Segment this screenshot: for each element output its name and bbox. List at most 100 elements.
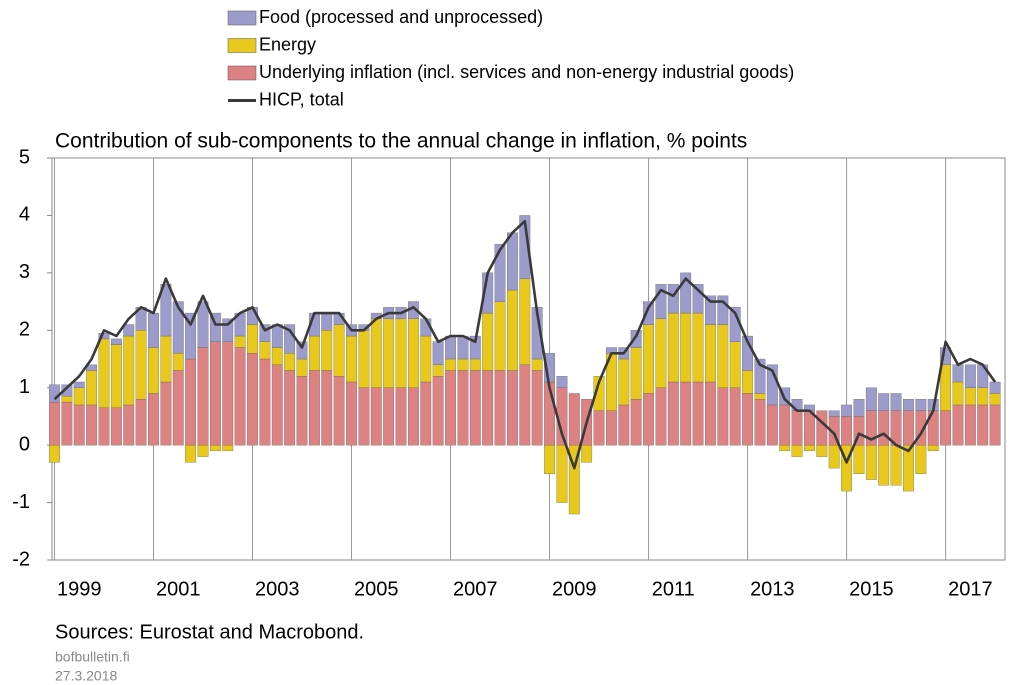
bar-segment [308,335,320,371]
bar-segment [383,318,395,388]
bar-segment [271,347,283,365]
bar-segment [667,381,679,446]
bar-segment [630,347,642,400]
bar-segment [507,289,518,371]
bar-segment [964,404,976,446]
bar-segment [296,358,308,377]
bar-segment [346,381,357,446]
x-tick-label: 2015 [849,578,894,600]
bar-segment [123,404,135,446]
bar-segment [841,404,852,417]
bar-segment [110,344,122,408]
bar-segment [630,330,642,348]
bar-segment [247,324,258,354]
bar-segment [445,335,456,360]
bar-segment [964,387,976,406]
bar-segment [222,444,234,452]
bar-segment [754,393,766,400]
bar-segment [160,284,172,337]
bar-segment [655,318,667,388]
bar-segment [222,341,234,446]
bar-segment [890,393,902,411]
bar-segment [494,243,506,302]
bar-segment [779,404,791,446]
bar-segment [445,358,456,371]
x-tick-label: 2011 [652,578,695,600]
x-tick-label: 2009 [552,578,597,600]
bar-segment [618,404,630,446]
bar-segment [742,393,753,446]
bar-segment [655,387,667,446]
bar-segment [927,444,939,452]
bar-segment [667,284,679,314]
bar-segment [964,364,976,388]
bar-segment [271,364,283,446]
bar-segment [717,324,729,388]
bar-segment [494,370,506,446]
bar-segment [531,370,543,446]
bar-segment [197,301,209,348]
bar-segment [160,381,172,446]
bar-segment [692,312,704,383]
bar-segment [61,396,73,403]
hicp-line [53,219,997,470]
bar-segment [779,444,791,452]
x-tick-label: 2003 [255,578,300,600]
bar-segment [148,347,159,394]
bar-segment [172,370,184,446]
bar-segment [457,358,469,371]
bar-segment [432,376,444,446]
bar-segment [370,387,382,446]
bar-segment [630,399,642,446]
bar-segment [643,393,654,446]
bar-segment [952,404,964,446]
bar-segment [507,232,518,291]
bar-segment [407,318,419,388]
bar-segment [135,330,147,400]
bar-segment [494,301,506,371]
bar-segment [160,335,172,383]
bar-segment [457,335,469,360]
bar-segment [977,404,989,446]
bar-segment [680,312,692,383]
bar-segment [98,407,110,446]
x-tick-label: 2007 [453,578,498,600]
bar-segment [754,358,766,394]
bar-segment [680,272,692,314]
bar-segment [593,410,605,446]
bar-segment [49,401,60,446]
bar-segment [705,324,716,383]
bar-segment [61,401,73,446]
bar-segment [791,410,803,446]
bar-segment [531,358,543,371]
y-tick-label: -1 [12,491,30,513]
bar-segment [667,312,679,383]
bar-segment [507,370,518,446]
bar-segment [61,384,73,397]
bar-segment [606,410,617,446]
bar-segment [816,410,828,446]
bar-segment [705,381,716,446]
bar-segment [259,341,271,360]
bar-segment [952,381,964,406]
bar-segment [123,324,135,337]
bar-segment [123,335,135,406]
bar-segment [333,324,345,377]
bar-segment [148,312,159,348]
bar-segment [915,399,927,411]
y-tick-label: 2 [19,319,30,341]
bar-segment [185,444,197,463]
bar-segment [804,444,815,452]
bar-segment [841,444,852,492]
bar-segment [321,312,333,331]
bar-segment [841,416,852,446]
bar-segment [469,370,481,446]
legend-swatch [227,38,257,53]
plot-frame [51,157,1006,561]
bar-segment [853,444,865,475]
bar-segment [519,215,531,279]
y-tick-label: 0 [19,433,30,455]
bar-segment [209,341,221,446]
bar-segment [321,330,333,371]
bar-segment [519,364,531,446]
